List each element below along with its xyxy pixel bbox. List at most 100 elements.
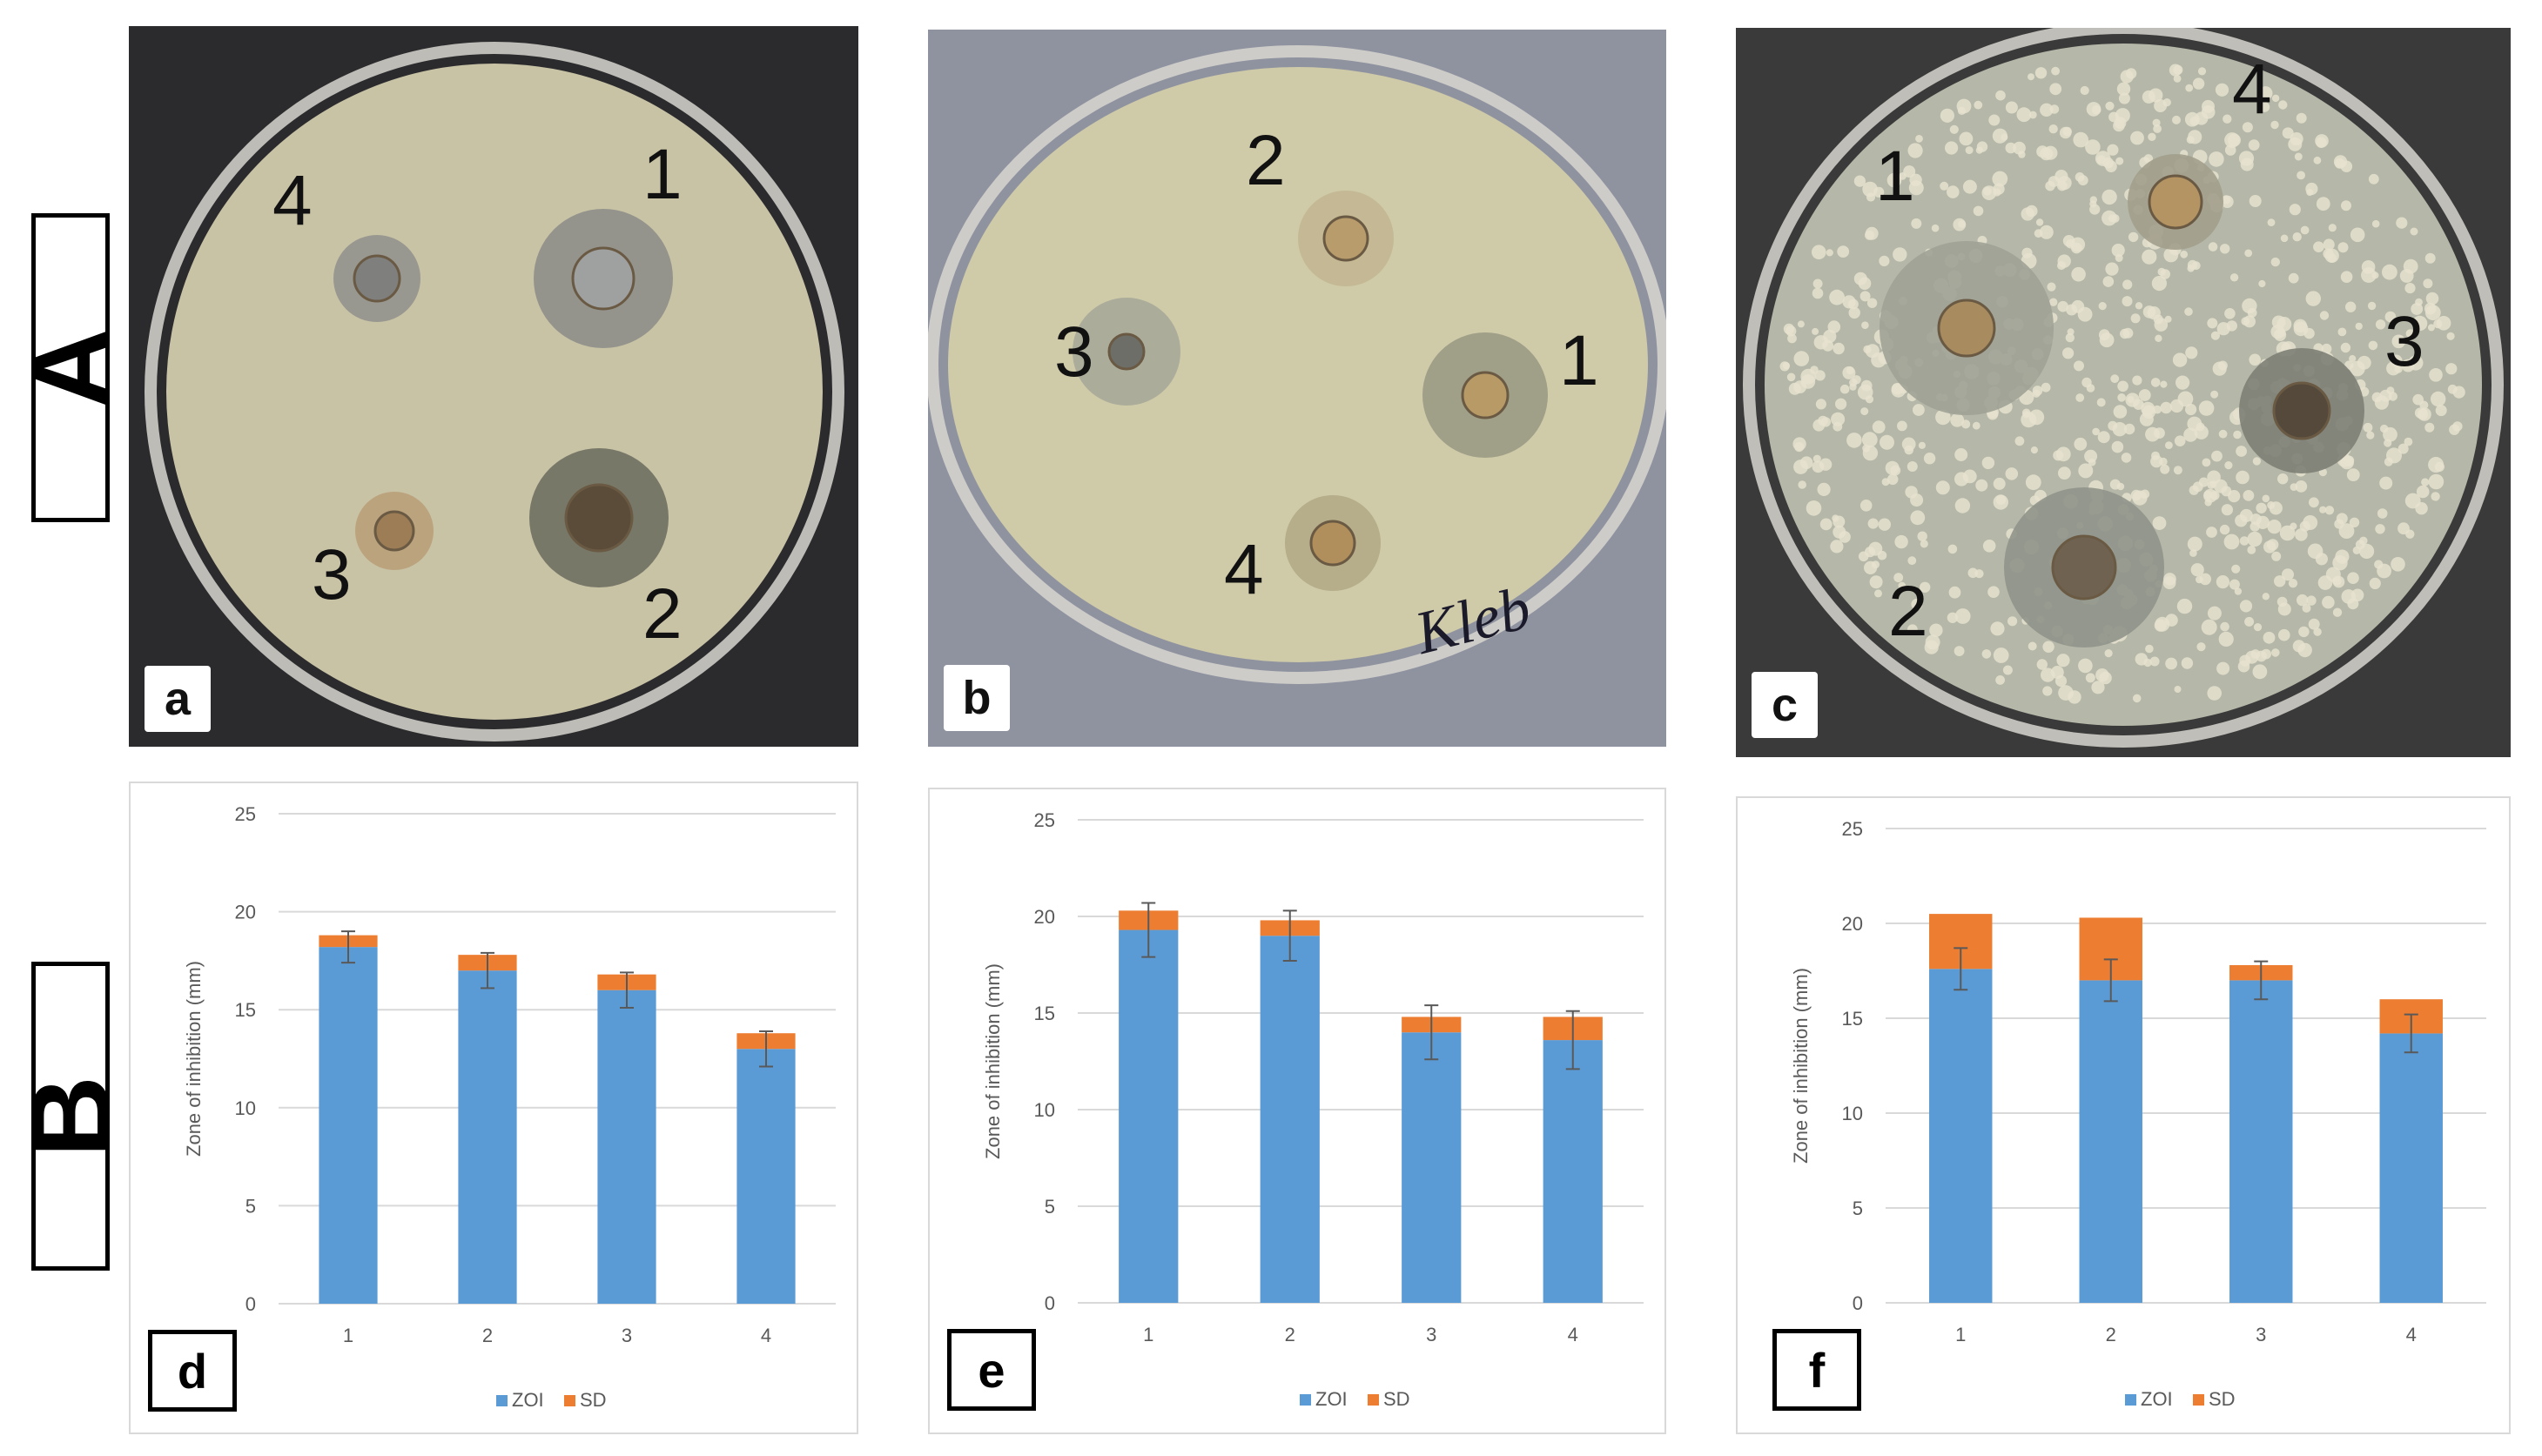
colony-speck — [2085, 139, 2101, 155]
x-tick-label: 2 — [1285, 1324, 1295, 1345]
colony-speck — [2322, 595, 2335, 609]
y-tick-label: 10 — [1842, 1103, 1863, 1124]
colony-speck — [1879, 255, 1890, 266]
colony-speck — [1869, 575, 1883, 589]
colony-speck — [1898, 581, 1906, 590]
colony-speck — [2153, 124, 2162, 133]
colony-speck — [1867, 518, 1879, 529]
colony-speck — [2192, 77, 2205, 90]
colony-speck — [2110, 374, 2120, 384]
bar-zoi-1 — [319, 947, 378, 1304]
colony-speck — [1872, 420, 1886, 434]
colony-speck — [2183, 427, 2198, 442]
x-tick-label: 4 — [1568, 1324, 1578, 1345]
colony-speck — [2221, 486, 2232, 497]
colony-speck — [1826, 249, 1833, 257]
colony-speck — [2280, 234, 2289, 243]
y-tick-label: 0 — [245, 1293, 256, 1315]
colony-speck — [1842, 295, 1856, 309]
y-axis-label: Zone of inhibition (mm) — [982, 963, 1004, 1159]
colony-speck — [1861, 432, 1878, 448]
legend-label: ZOI — [2141, 1388, 2173, 1410]
colony-speck — [2028, 73, 2034, 81]
error-bar — [1282, 909, 1297, 963]
colony-speck — [1833, 342, 1845, 355]
colony-speck — [2049, 104, 2060, 114]
petri-dish-photo-c: 1 2 3 4 c — [1736, 28, 2511, 757]
x-tick-label: 2 — [482, 1325, 493, 1346]
colony-speck — [1837, 245, 1850, 258]
colony-speck — [2276, 596, 2288, 607]
colony-speck — [2209, 151, 2224, 167]
colony-speck — [2128, 231, 2139, 243]
well-disc — [1461, 371, 1510, 419]
colony-speck — [2239, 508, 2253, 522]
colony-speck — [2234, 587, 2243, 595]
colony-speck — [2198, 400, 2215, 416]
colony-speck — [1793, 351, 1810, 366]
colony-speck — [1995, 675, 2005, 685]
colony-speck — [2111, 440, 2124, 453]
colony-speck — [2185, 84, 2194, 92]
colony-speck — [2305, 291, 2321, 306]
colony-speck — [2377, 508, 2388, 519]
colony-speck — [1973, 205, 1984, 217]
colony-speck — [2274, 575, 2286, 587]
colony-speck — [2425, 292, 2439, 305]
y-tick-label: 5 — [1045, 1196, 1055, 1218]
colony-speck — [2021, 408, 2031, 418]
row-label-b: B — [7, 962, 134, 1271]
colony-speck — [1812, 287, 1824, 299]
colony-speck — [2245, 650, 2259, 664]
colony-speck — [2313, 627, 2322, 636]
colony-speck — [2375, 319, 2386, 330]
colony-speck — [2085, 673, 2095, 683]
colony-speck — [2169, 399, 2184, 413]
colony-speck — [1962, 179, 1977, 194]
colony-speck — [2433, 319, 2443, 329]
colony-speck — [2256, 650, 2267, 662]
colony-speck — [1812, 245, 1826, 259]
colony-speck — [2228, 133, 2241, 147]
colony-speck — [2080, 85, 2089, 96]
colony-speck — [1957, 106, 1967, 115]
colony-speck — [2253, 623, 2263, 632]
colony-speck — [2244, 249, 2253, 258]
colony-speck — [2152, 118, 2161, 127]
colony-speck — [2361, 260, 2376, 274]
colony-speck — [2117, 393, 2126, 402]
colony-speck — [2276, 328, 2286, 338]
y-tick-label: 0 — [1045, 1292, 1055, 1314]
colony-speck — [2290, 522, 2297, 530]
well-number-label: 2 — [1246, 121, 1286, 200]
colony-speck — [2099, 671, 2112, 685]
colony-speck — [2319, 311, 2330, 320]
colony-speck — [1798, 480, 1806, 489]
colony-speck — [2288, 272, 2299, 284]
colony-speck — [2271, 94, 2280, 103]
colony-speck — [2115, 254, 2123, 262]
colony-speck — [2239, 536, 2249, 546]
colony-speck — [2191, 261, 2201, 271]
colony-speck — [2096, 398, 2106, 407]
well-number-label: 1 — [1875, 137, 1915, 216]
colony-speck — [2263, 631, 2276, 644]
colony-speck — [2074, 437, 2088, 451]
colony-speck — [2105, 262, 2119, 276]
colony-speck — [2357, 355, 2371, 370]
colony-speck — [2371, 272, 2379, 279]
legend-swatch — [564, 1395, 575, 1406]
colony-speck — [2186, 136, 2195, 144]
colony-speck — [2262, 593, 2270, 601]
colony-speck — [1947, 185, 1960, 198]
colony-speck — [2221, 504, 2233, 516]
colony-speck — [2204, 499, 2212, 507]
chart-svg: 0 5 10 15 20 25 Zone of inhibition (mm) 1 2 3 4 ZOI… — [183, 803, 836, 1411]
colony-speck — [1920, 540, 1928, 548]
colony-speck — [2375, 524, 2385, 534]
colony-speck — [2164, 315, 2172, 323]
colony-speck — [2405, 529, 2415, 539]
colony-speck — [1860, 407, 1869, 416]
colony-speck — [2297, 594, 2309, 607]
error-bar — [2103, 958, 2118, 1003]
